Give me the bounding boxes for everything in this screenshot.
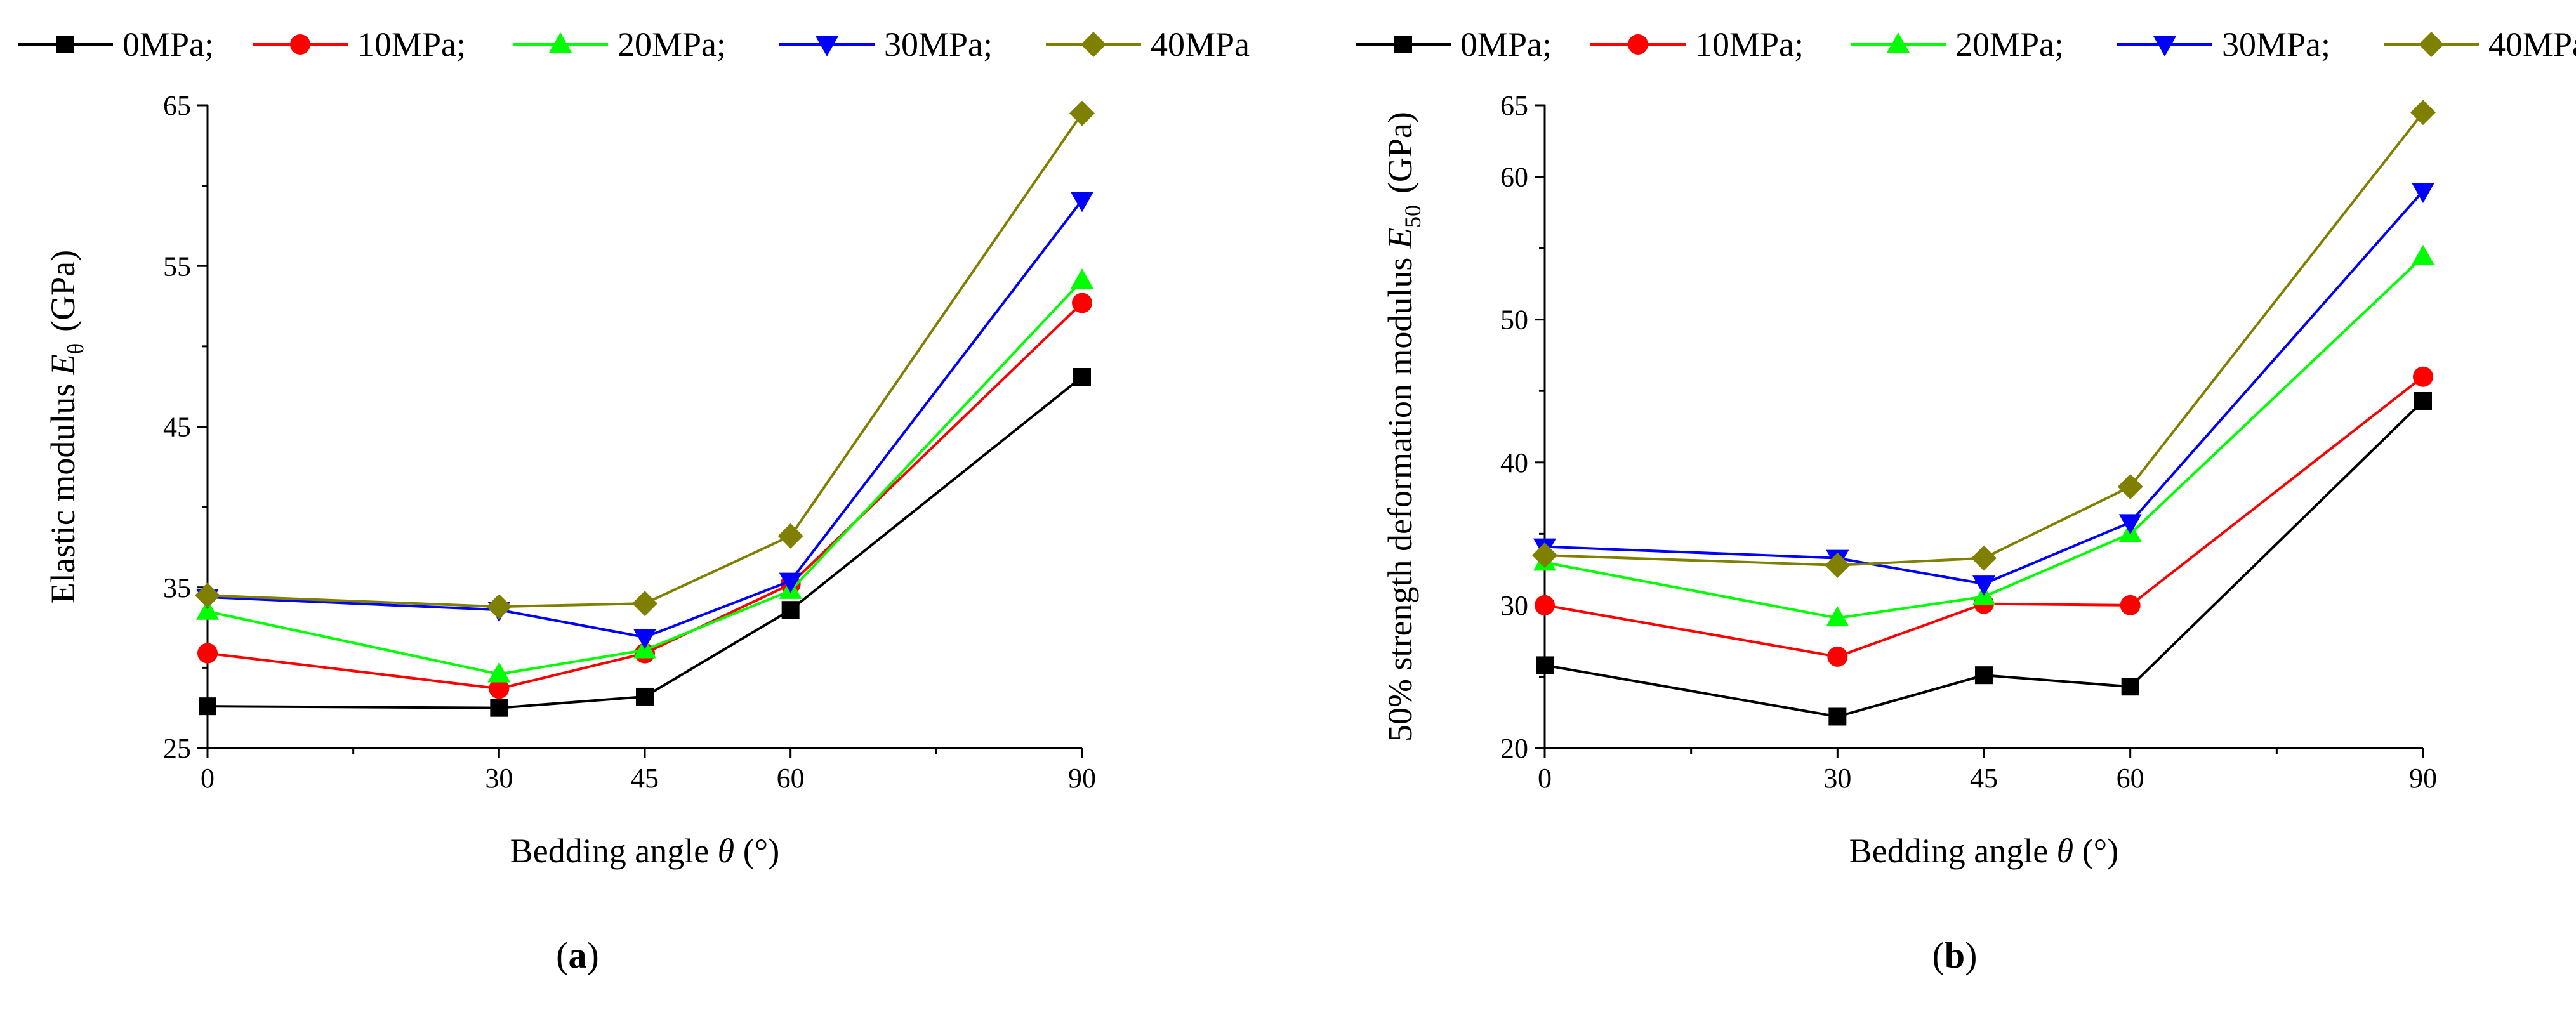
data-point-10MPa [197,643,218,664]
legend-label-0MPa: 0MPa; [1460,25,1552,63]
data-point-30MPa [2412,183,2434,204]
x-tick-label: 30 [485,763,513,794]
y-tick-label: 35 [163,572,191,603]
data-point-0MPa [1828,707,1847,726]
chart-panel-b: 20 30 40 50 60 65 0 30 45 60 90 Bedding angle θ (°)… [1356,25,2576,976]
data-point-10MPa [489,678,510,699]
y-tick-label: 40 [1500,447,1528,478]
x-axis-title: Bedding angle θ (°) [510,832,780,870]
y-tick-label: 45 [163,412,191,443]
y-tick-label: 50 [1500,305,1528,336]
y-tick-label: 65 [163,90,191,121]
x-tick-label: 45 [1970,763,1998,794]
x-tick-label: 90 [1068,763,1096,794]
data-point-20MPa [1826,606,1849,627]
data-point-10MPa [1827,646,1848,667]
data-point-0MPa [2414,391,2432,410]
data-point-40MPa [777,523,803,549]
x-tick-label: 90 [2409,763,2437,794]
data-point-0MPa [490,699,508,717]
y-tick-label: 65 [1500,90,1528,121]
data-point-30MPa [2118,514,2142,535]
data-point-20MPa [487,662,511,683]
data-point-0MPa [1073,367,1091,386]
data-point-0MPa [1975,666,1993,685]
legend-label-40MPa: 40MPa [1151,25,1250,63]
x-tick-label: 60 [2117,763,2144,794]
legend-label-10MPa: 10MPa; [357,25,466,63]
legend-label-30MPa: 30MPa; [2222,25,2330,63]
legend-marker-20MPa [1887,32,1910,53]
data-point-40MPa [195,582,220,608]
legend-label-20MPa: 20MPa; [1955,25,2064,63]
panel-label: (a) [556,935,599,976]
legend-marker-30MPa [816,36,838,56]
data-point-40MPa [1069,100,1095,126]
legend-marker-0MPa [1394,36,1412,53]
data-point-0MPa [199,697,216,716]
y-axis-title: 50% strength deformation modulus E50(GPa… [1381,112,1425,742]
legend-label-30MPa: 30MPa; [884,25,993,63]
legend-marker-10MPa [290,34,310,55]
data-point-30MPa [1972,575,1995,596]
legend-marker-0MPa [56,36,74,53]
legend-marker-30MPa [2153,36,2176,56]
data-point-40MPa [1971,545,1997,571]
data-point-0MPa [1536,656,1554,674]
legend-marker-40MPa [2419,32,2444,57]
data-point-0MPa [781,601,800,619]
legend-label-40MPa: 40MPa [2488,25,2576,63]
legend-marker-10MPa [1628,34,1648,55]
legend: 0MPa; 10MPa; 20MPa; 30MPa; 40MPa [18,25,1250,63]
data-point-0MPa [636,687,654,706]
x-tick-label: 30 [1823,763,1851,794]
y-tick-label: 25 [163,733,191,764]
x-tick-label: 45 [631,763,659,794]
data-point-10MPa [2120,595,2141,615]
data-point-40MPa [486,594,512,620]
series-line-40MPa [207,112,1083,608]
chart-panel-a: 25 35 45 55 65 0 30 45 60 90 Bedding angle θ (°) El… [18,25,1250,976]
x-tick-label: 60 [777,763,805,794]
legend: 0MPa; 10MPa; 20MPa; 30MPa; 40MPa [1356,25,2576,63]
y-tick-label: 60 [1500,162,1528,193]
legend-label-0MPa: 0MPa; [122,25,214,63]
data-point-30MPa [779,572,802,593]
data-point-20MPa [196,599,219,620]
legend-label-20MPa: 20MPa; [618,25,726,63]
x-tick-label: 0 [1538,763,1552,794]
data-point-40MPa [1532,542,1557,569]
data-point-40MPa [1825,552,1851,578]
data-point-20MPa [2412,244,2434,265]
data-point-0MPa [2121,678,2139,696]
legend-marker-40MPa [1081,32,1106,57]
data-point-10MPa [1535,595,1555,615]
y-tick-label: 30 [1500,590,1528,621]
series-line-10MPa [1544,376,2424,658]
y-tick-label: 55 [163,251,191,282]
data-point-40MPa [632,591,657,617]
legend-label-10MPa: 10MPa; [1695,25,1804,63]
data-point-40MPa [2117,474,2143,500]
y-axis-title: Elastic modulus Eθ(GPa) [44,250,88,603]
data-point-10MPa [1072,293,1092,313]
series-line-30MPa [1544,190,2424,586]
x-axis-title: Bedding angle θ (°) [1849,832,2119,870]
panel-label: (b) [1932,935,1978,976]
data-point-30MPa [1071,192,1093,213]
legend-marker-20MPa [549,32,572,53]
data-point-10MPa [2413,366,2433,387]
y-tick-label: 20 [1500,733,1528,764]
data-point-40MPa [2410,100,2436,126]
data-point-20MPa [1071,268,1093,289]
x-tick-label: 0 [201,763,215,794]
data-point-30MPa [633,629,656,650]
